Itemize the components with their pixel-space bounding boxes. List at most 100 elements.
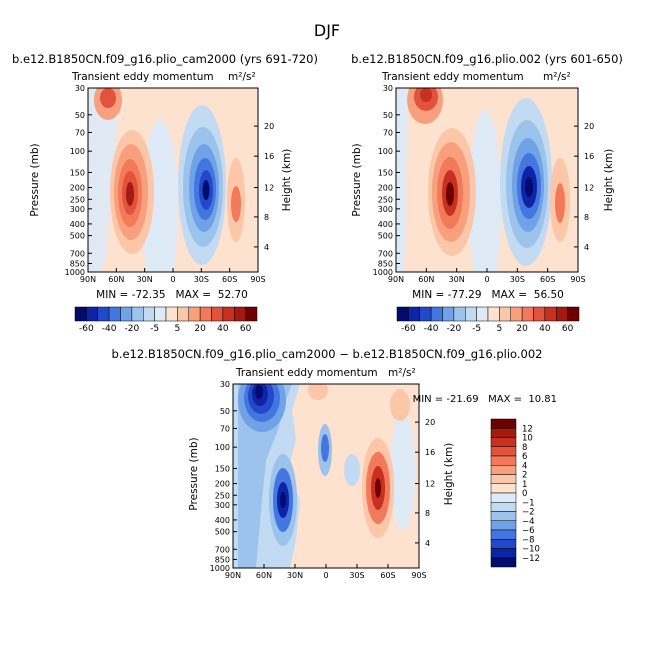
height-tick-label: 8 bbox=[425, 509, 430, 518]
colorbar-swatch bbox=[74, 306, 87, 322]
colorbar-label: -5 bbox=[150, 324, 159, 334]
panel-3-units: m²/s² bbox=[388, 367, 416, 379]
y-tick-label: 70 bbox=[220, 424, 230, 433]
colorbar-label: 5 bbox=[175, 324, 181, 334]
y-tick-label: 400 bbox=[378, 220, 393, 229]
panel-3-ylabel-right: Height (km) bbox=[443, 443, 455, 506]
panel-2-subtitle: Transient eddy momentum bbox=[381, 71, 524, 83]
colorbar-label: −12 bbox=[522, 554, 540, 564]
colorbar-swatch bbox=[396, 306, 409, 322]
y-tick-label: 50 bbox=[220, 407, 230, 416]
panel-2-field bbox=[396, 88, 578, 272]
y-tick-label: 50 bbox=[383, 111, 393, 120]
x-tick-label: 90S bbox=[250, 275, 265, 284]
colorbar-swatch bbox=[419, 306, 432, 322]
panel-3-field bbox=[233, 384, 419, 568]
colorbar-swatch bbox=[490, 474, 517, 484]
y-tick-label: 700 bbox=[215, 545, 230, 554]
x-tick-label: 30N bbox=[449, 275, 465, 284]
colorbar-swatch bbox=[490, 428, 517, 438]
colorbar-swatch bbox=[476, 306, 489, 322]
x-tick-label: 30N bbox=[287, 571, 303, 580]
height-tick-label: 16 bbox=[425, 448, 435, 457]
height-tick-label: 20 bbox=[584, 122, 594, 131]
x-tick-label: 60N bbox=[256, 571, 272, 580]
y-tick-label: 500 bbox=[378, 232, 393, 241]
colorbar-swatch bbox=[490, 502, 517, 512]
y-tick-label: 300 bbox=[70, 205, 85, 214]
y-tick-label: 30 bbox=[383, 84, 393, 93]
colorbar-label: −1 bbox=[522, 498, 535, 508]
y-tick-label: 100 bbox=[215, 443, 230, 452]
height-tick-label: 20 bbox=[264, 122, 274, 131]
panel-1-contours bbox=[88, 88, 245, 272]
colorbar-swatch bbox=[490, 492, 517, 503]
x-tick-label: 30S bbox=[510, 275, 525, 284]
panel-2-minmax: MIN = -77.29 MAX = 56.50 bbox=[412, 289, 564, 301]
colorbar-swatch bbox=[499, 306, 511, 322]
y-tick-label: 150 bbox=[378, 168, 393, 177]
panel-2-contours bbox=[396, 88, 570, 272]
colorbar-label: 8 bbox=[522, 443, 527, 453]
panel-2-axes: 90N 60N 30N 0 30S 60S 90S 30 50 70 100 150 200 250300… bbox=[373, 84, 595, 284]
y-tick-label: 850 bbox=[378, 259, 393, 268]
panel-3-ylabel: Pressure (mb) bbox=[188, 437, 200, 510]
colorbar-swatch bbox=[234, 306, 246, 322]
x-tick-label: 90S bbox=[570, 275, 585, 284]
colorbar-label: −6 bbox=[522, 526, 535, 536]
panel-3: b.e12.B1850CN.f09_g16.plio_cam2000 − b.e… bbox=[112, 347, 557, 580]
colorbar-swatch bbox=[556, 306, 568, 322]
panel-1-units: m²/s² bbox=[228, 71, 256, 83]
x-tick-label: 30S bbox=[349, 571, 364, 580]
y-tick-label: 850 bbox=[70, 259, 85, 268]
height-tick-label: 12 bbox=[425, 480, 435, 489]
colorbar-label: 2 bbox=[522, 471, 527, 481]
colorbar-label: 40 bbox=[539, 324, 551, 334]
panel-1-ylabel-right: Height (km) bbox=[281, 149, 293, 212]
y-tick-label: 200 bbox=[215, 480, 230, 489]
colorbar-swatch bbox=[188, 306, 201, 322]
y-tick-label: 850 bbox=[215, 555, 230, 564]
panel-1-subtitle: Transient eddy momentum bbox=[71, 71, 214, 83]
panel-2-colorbar: -60 -40 -20 -5 5 20 40 60 bbox=[396, 306, 580, 334]
y-tick-label: 100 bbox=[378, 147, 393, 156]
x-tick-label: 0 bbox=[484, 275, 489, 284]
panel-3-axes: 90N 60N 30N 0 30S 60S 90S 30 50 70 100 150 200 250300… bbox=[210, 380, 436, 580]
x-tick-label: 60N bbox=[108, 275, 124, 284]
y-tick-label: 100 bbox=[70, 147, 85, 156]
panel-1-title: b.e12.B1850CN.f09_g16.plio_cam2000 (yrs … bbox=[12, 52, 318, 66]
colorbar-swatch bbox=[490, 437, 517, 447]
panel-2-ylabel-right: Height (km) bbox=[603, 149, 615, 212]
x-tick-label: 30N bbox=[137, 275, 153, 284]
colorbar-label: −2 bbox=[522, 508, 535, 518]
y-tick-label: 250 bbox=[70, 195, 85, 204]
colorbar-label: -40 bbox=[424, 324, 439, 334]
colorbar-label: 10 bbox=[522, 434, 533, 444]
colorbar-swatch bbox=[154, 306, 167, 322]
colorbar-swatch bbox=[490, 557, 517, 568]
colorbar-swatch bbox=[108, 306, 121, 322]
y-tick-label: 1000 bbox=[65, 268, 85, 277]
x-tick-label: 60S bbox=[380, 571, 395, 580]
panel-1-colorbar: -60 -40 -20 -5 5 20 40 60 bbox=[74, 306, 258, 334]
x-tick-label: 0 bbox=[323, 571, 328, 580]
y-tick-label: 700 bbox=[70, 249, 85, 258]
y-tick-label: 150 bbox=[215, 464, 230, 473]
height-tick-label: 12 bbox=[264, 184, 274, 193]
colorbar-label: 1 bbox=[522, 480, 527, 490]
colorbar-swatch bbox=[510, 306, 523, 322]
y-tick-label: 70 bbox=[383, 128, 393, 137]
x-tick-label: 30S bbox=[194, 275, 209, 284]
page-title: DJF bbox=[314, 21, 340, 40]
colorbar-label: 60 bbox=[240, 324, 252, 334]
colorbar-swatch bbox=[490, 465, 517, 475]
colorbar-label: 20 bbox=[194, 324, 206, 334]
x-tick-label: 60N bbox=[418, 275, 434, 284]
colorbar-label: -40 bbox=[102, 324, 117, 334]
y-tick-label: 400 bbox=[215, 516, 230, 525]
y-tick-label: 700 bbox=[378, 249, 393, 258]
colorbar-swatch bbox=[165, 306, 178, 322]
panel-1-ylabel: Pressure (mb) bbox=[29, 143, 41, 216]
